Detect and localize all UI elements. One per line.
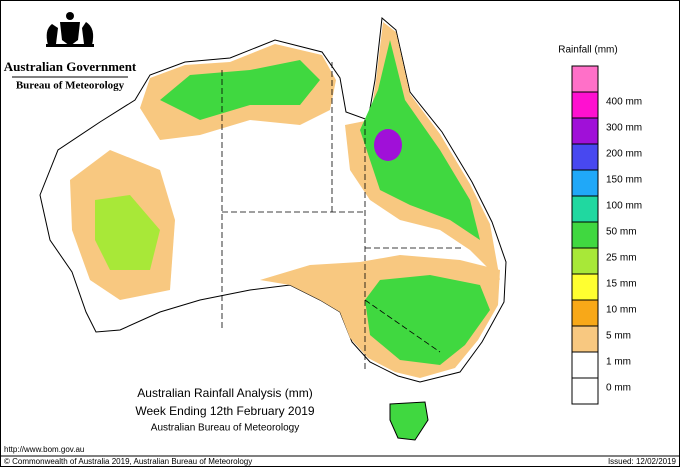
legend-label: 25 mm [606,253,637,264]
tasmania [389,401,429,441]
map-source: Australian Bureau of Meteorology [151,423,299,434]
legend-label: 400 mm [606,97,642,108]
legend-swatch [571,247,599,275]
legend-swatch [571,143,599,171]
legend-swatch [571,351,599,379]
legend-label: 0 mm [606,383,631,394]
legend-swatch [571,299,599,327]
rain-north-green [160,60,320,120]
legend-label: 15 mm [606,279,637,290]
legend-swatch [571,273,599,301]
rain-qld-green [360,40,480,240]
legend-label: 150 mm [606,175,642,186]
rain-wa-green [95,195,160,270]
rainfall-map [39,17,507,441]
legend-swatch [571,325,599,353]
legend-swatch [571,117,599,145]
agency-name: Bureau of Meteorology [16,80,125,92]
rain-se-green [365,275,490,365]
legend-label: 10 mm [606,305,637,316]
map-subtitle: Week Ending 12th February 2019 [135,404,315,418]
footer-url: http://www.bom.gov.au [4,445,84,454]
footer-copyright: © Commonwealth of Australia 2019, Austra… [4,457,252,466]
footer-issued: Issued: 12/02/2019 [608,457,677,466]
legend-swatch [571,91,599,119]
legend-title: Rainfall (mm) [558,45,617,56]
rain-qld-peak [374,129,402,161]
government-name: Australian Government [4,59,137,74]
state-borders [221,60,462,372]
legend-label: 5 mm [606,331,631,342]
legend-label: 1 mm [606,357,631,368]
legend-label: 200 mm [606,149,642,160]
legend-swatch [571,195,599,223]
legend-label: 300 mm [606,123,642,134]
coat-of-arms [46,12,94,47]
legend-label: 50 mm [606,227,637,238]
legend-swatch [571,65,599,93]
legend-swatch [571,377,599,405]
legend-swatch [571,169,599,197]
legend-label: 100 mm [606,201,642,212]
map-title: Australian Rainfall Analysis (mm) [137,386,312,400]
legend: 400 mm 300 mm 200 mm 150 mm 100 mm 50 mm 25 mm… [571,65,642,405]
legend-swatch [571,221,599,249]
